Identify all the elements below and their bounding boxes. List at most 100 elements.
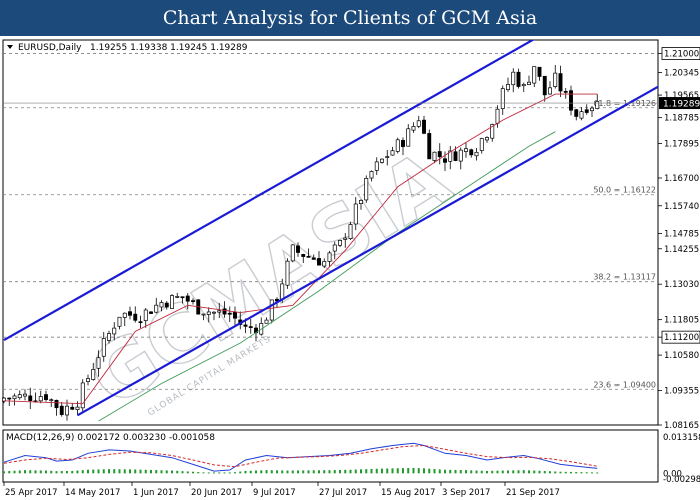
macd-histogram-bar [228, 472, 231, 474]
candle-body [54, 399, 59, 409]
candle [86, 374, 90, 386]
macd-histogram-bar [155, 470, 158, 474]
macd-histogram-bar [276, 470, 278, 474]
candle-body [401, 140, 405, 147]
candle-body [275, 298, 279, 302]
macd-histogram-bar [50, 470, 53, 474]
candle [296, 242, 300, 257]
macd-histogram-bar [312, 470, 315, 474]
macd-histogram-bar [543, 470, 546, 474]
candle-body [154, 304, 159, 313]
candle [59, 402, 64, 417]
price-level-box [661, 47, 700, 60]
candle-body [17, 394, 22, 399]
macd-histogram-bar [333, 470, 336, 474]
candle [474, 148, 479, 161]
macd-histogram-bar [160, 470, 163, 474]
candle-body [348, 224, 353, 240]
macd-histogram-bar [202, 472, 205, 474]
collapse-triangle-icon[interactable] [7, 45, 13, 49]
ohlc-label: 1.19255 1.19338 1.19245 1.19289 [90, 43, 248, 53]
candle-body [59, 405, 64, 415]
candle-body [574, 109, 579, 117]
candle-body [364, 177, 369, 201]
macd-histogram-bar [76, 470, 79, 474]
macd-histogram-bar [396, 468, 399, 474]
candle [411, 122, 416, 133]
candle [96, 350, 101, 377]
macd-histogram-bar [244, 470, 247, 474]
macd-histogram-bar [491, 470, 494, 474]
candle-body [453, 151, 458, 161]
candle [7, 397, 12, 406]
candle-body [7, 397, 12, 400]
candle-body [427, 133, 432, 160]
channel-lower-line [76, 85, 658, 417]
candle [506, 77, 510, 92]
candle [159, 300, 164, 312]
candle-body [569, 90, 573, 111]
macd-histogram-bar [449, 469, 452, 474]
fib-level-label: 38.2 = 1.13117 [593, 273, 656, 282]
macd-histogram-bar [297, 470, 299, 474]
candle [485, 136, 489, 143]
macd-histogram-bar [113, 469, 116, 474]
macd-histogram-bar [339, 469, 341, 474]
macd-histogram-bar [8, 471, 11, 474]
y-tick-label: 1.20345 [664, 69, 699, 79]
candle [595, 94, 600, 110]
candle [369, 170, 374, 182]
candle-body [495, 108, 500, 124]
candle [164, 301, 169, 310]
macd-histogram-bar [3, 471, 5, 474]
candle-body [338, 239, 342, 246]
candle-body [290, 244, 295, 262]
candle [107, 330, 111, 344]
candle [569, 85, 573, 116]
macd-histogram-bar [381, 468, 383, 474]
y-tick-label: 1.17895 [664, 139, 699, 149]
candle-body [437, 151, 442, 158]
candle [364, 175, 369, 203]
macd-histogram-bar [538, 470, 541, 474]
x-tick-label: 20 Jun 2017 [191, 488, 242, 498]
candle-body [143, 309, 148, 321]
candle [269, 299, 274, 324]
macd-histogram-bar [171, 470, 173, 474]
candle [17, 390, 22, 400]
candle-body [117, 316, 122, 327]
candle [101, 331, 106, 362]
candle-body [548, 87, 552, 95]
candle-body [138, 321, 143, 324]
candle-body [38, 396, 43, 402]
candle [584, 104, 589, 115]
candle [537, 66, 542, 81]
candle [44, 390, 48, 402]
candle [574, 108, 579, 121]
price-level-box [661, 330, 700, 344]
candle-body [227, 312, 232, 315]
candle-body [70, 406, 75, 410]
symbol-label: EURUSD,Daily [18, 43, 82, 53]
candle [180, 296, 185, 304]
macd-histogram-bar [370, 468, 373, 474]
candle-body [527, 81, 531, 85]
candle [149, 311, 153, 314]
macd-histogram-bar [512, 470, 515, 474]
candle [527, 75, 531, 86]
candle-body [595, 101, 600, 109]
x-tick-label: 1 Jun 2017 [133, 488, 179, 498]
candle-body [75, 406, 80, 410]
macd-histogram-bar [218, 472, 221, 474]
macd-histogram-bar [585, 472, 588, 474]
fib-level-label: 23.6 = 1.09400 [593, 380, 656, 389]
macd-histogram-bar [176, 470, 179, 474]
candle-body [485, 137, 489, 141]
macd-histogram-bar [365, 469, 368, 474]
candle [175, 292, 180, 299]
candle [359, 199, 363, 210]
candle-body [395, 139, 400, 152]
candle-body [243, 324, 248, 327]
macd-histogram-bar [575, 472, 578, 474]
